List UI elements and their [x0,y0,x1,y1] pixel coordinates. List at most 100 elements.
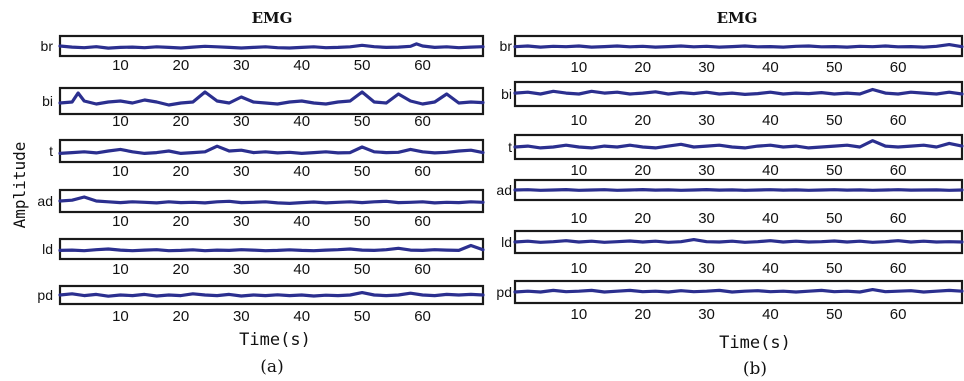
panel-a-bi-tick-label: 60 [414,113,431,130]
panel-b-br-tick-label: 30 [698,59,715,76]
panel-a-ld-tick-label: 40 [293,261,310,278]
panel-b-br-tick-label: 20 [634,59,651,76]
panel-b-ad-tick-label: 20 [634,210,651,227]
panel-a-t-tick-label: 40 [293,163,310,180]
panel-b-ld-trace [513,238,964,244]
panel-a-ld-tick-label: 30 [233,261,250,278]
panel-a-br-tick-label: 50 [354,57,371,74]
panel-a-br-tick-label: 10 [112,57,129,74]
panel-b-ld-tick-label: 50 [826,260,843,277]
panel-b-t-tick-label: 60 [890,162,907,179]
panel-a-bi-tick-label: 40 [293,113,310,130]
panel-b-ad-tick-label: 10 [571,210,588,227]
panel-a-t-trace [58,144,485,155]
panel-b-bi-tick-label: 20 [634,112,651,129]
panel-b-br-tick-label: 10 [571,59,588,76]
panel-a-pd-channel-label: pd [37,287,53,303]
panel-b-pd-tick-label: 30 [698,306,715,323]
panel-a-ad-tick-label: 30 [233,213,250,230]
panel-b-bi-tick-label: 10 [571,112,588,129]
panel-a-pd-tick-label: 10 [112,308,129,325]
panel-b-t-tick-label: 30 [698,162,715,179]
panel-b-t-tick-label: 40 [762,162,779,179]
panel-a-bi-trace [58,90,485,107]
panel-a-ld-tick-label: 50 [354,261,371,278]
panel-b-ld-tick-label: 10 [571,260,588,277]
panel-b-ld-channel-label: ld [501,234,512,250]
panel-b-pd-tick-label: 40 [762,306,779,323]
y-axis-label: Amplitude [10,142,29,229]
panel-b-x-axis-label: Time(s) [719,333,791,353]
panel-b-bi-trace [513,87,964,97]
panel-a-pd-tick-label: 40 [293,308,310,325]
panel-b-t-channel-label: t [508,139,512,155]
panel-a-bi-tick-label: 30 [233,113,250,130]
panel-b-pd-trace [513,288,964,294]
panel-a-t-tick-label: 30 [233,163,250,180]
panel-a-br-tick-label: 30 [233,57,250,74]
panel-b-pd-tick-label: 50 [826,306,843,323]
panel-b-ad-channel-label: ad [496,182,512,198]
panel-b-t-tick-label: 50 [826,162,843,179]
panel-a-bi-channel-label: bi [42,93,53,109]
panel-a-ld-tick-label: 20 [173,261,190,278]
panel-b-ad-trace [513,188,964,192]
panel-a-ld-trace [58,243,485,253]
panel-b-bi-channel-label: bi [501,86,512,102]
panel-b-br-tick-label: 60 [890,59,907,76]
panel-b-pd-channel-label: pd [496,284,512,300]
panel-b-bi-tick-label: 50 [826,112,843,129]
panel-a-pd-tick-label: 60 [414,308,431,325]
panel-a-pd-tick-label: 30 [233,308,250,325]
panel-a-title: EMG [252,9,293,27]
panel-b-bi-tick-label: 60 [890,112,907,129]
panel-b-br-tick-label: 40 [762,59,779,76]
panel-b-sublabel: (b) [743,359,767,379]
panel-b: br 10 20 30 40 50 60 bi 10 20 30 40 50 60 t 10 20 30 40 50 6… [496,34,964,323]
panel-a-bi-tick-label: 50 [354,113,371,130]
panel-a-br-tick-label: 20 [173,57,190,74]
panel-b-ad-tick-label: 30 [698,210,715,227]
panel-b-t-tick-label: 10 [571,162,588,179]
panel-a-ad-trace [58,195,485,205]
panel-a-br-tick-label: 40 [293,57,310,74]
panel-b-pd-tick-label: 20 [634,306,651,323]
panel-b-ad-tick-label: 60 [890,210,907,227]
panel-a-br-trace [58,42,485,50]
panel-b-br-channel-label: br [500,38,513,54]
panel-a-pd-tick-label: 20 [173,308,190,325]
panel-a-ad-channel-label: ad [37,193,53,209]
panel-b-ld-tick-label: 40 [762,260,779,277]
panel-b-br-trace [513,42,964,49]
panel-a-t-channel-label: t [49,143,53,159]
panel-b-ld-tick-label: 60 [890,260,907,277]
panel-a: br 10 20 30 40 50 60 bi 10 20 30 40 50 60 t 10 20 30 40 50 6… [37,34,485,325]
panel-a-bi-tick-label: 10 [112,113,129,130]
panel-a-ad-tick-label: 20 [173,213,190,230]
panel-a-ad-tick-label: 10 [112,213,129,230]
panel-b-bi-tick-label: 40 [762,112,779,129]
panel-a-ld-channel-label: ld [42,241,53,257]
panel-a-x-axis-label: Time(s) [239,330,311,350]
panel-a-ld-tick-label: 60 [414,261,431,278]
panel-a-ld-tick-label: 10 [112,261,129,278]
panel-a-t-tick-label: 20 [173,163,190,180]
panel-a-ad-tick-label: 40 [293,213,310,230]
panel-b-ld-tick-label: 30 [698,260,715,277]
panel-a-pd-tick-label: 50 [354,308,371,325]
panel-b-title: EMG [717,9,758,27]
panel-b-ad-tick-label: 40 [762,210,779,227]
panel-a-sublabel: (a) [260,357,283,377]
panel-b-t-tick-label: 20 [634,162,651,179]
panel-a-t-tick-label: 10 [112,163,129,180]
panel-a-ad-tick-label: 50 [354,213,371,230]
panel-a-t-tick-label: 60 [414,163,431,180]
panel-b-t-trace [513,139,964,150]
panel-b-pd-tick-label: 10 [571,306,588,323]
panel-a-ad-tick-label: 60 [414,213,431,230]
panel-a-pd-trace [58,291,485,298]
panel-b-ld-tick-label: 20 [634,260,651,277]
panel-b-ad-tick-label: 50 [826,210,843,227]
panel-a-br-tick-label: 60 [414,57,431,74]
